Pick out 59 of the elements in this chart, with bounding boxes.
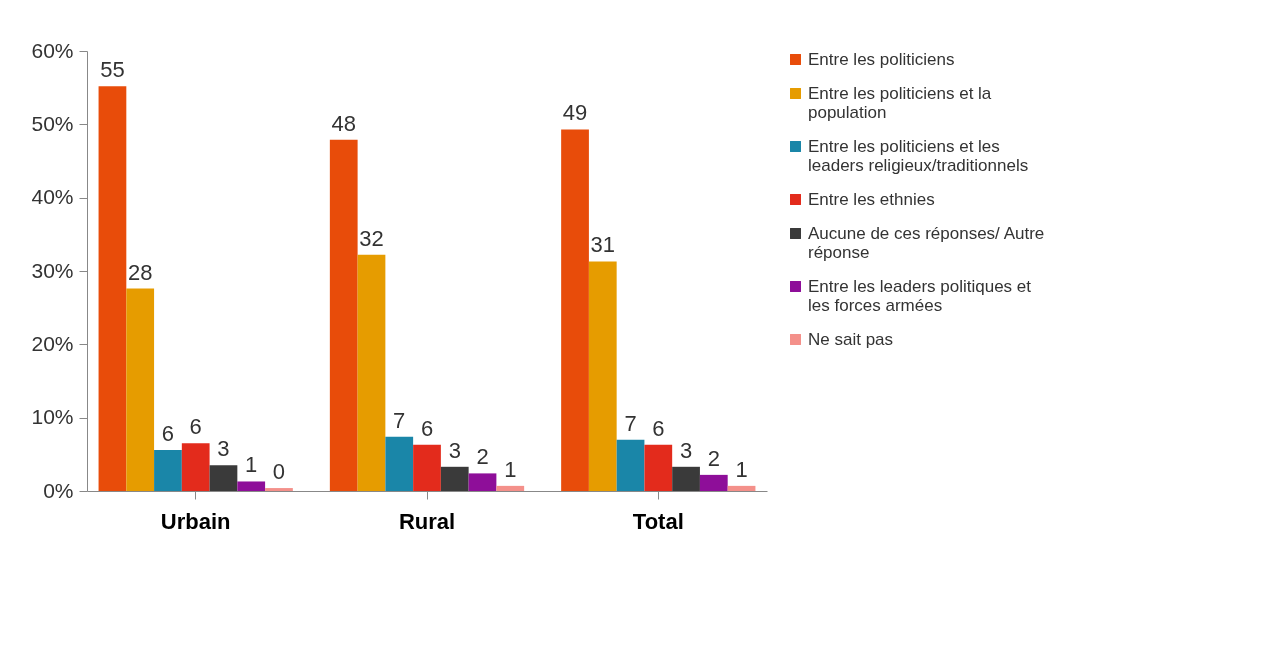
bar [385, 436, 414, 491]
y-tick-label: 20% [31, 331, 74, 355]
data-label: 49 [562, 100, 588, 126]
data-label: 2 [707, 445, 720, 471]
bar [699, 474, 728, 491]
legend-label: Entre les politiciens et la population [808, 83, 992, 122]
bar [98, 86, 127, 491]
bar [561, 129, 589, 491]
data-label: 28 [127, 259, 153, 285]
legend-label: Entre les leaders politiques et les forces armées [808, 276, 1032, 315]
data-label: 6 [161, 420, 175, 446]
data-label: 3 [217, 436, 230, 462]
bar [644, 444, 673, 491]
data-label: 48 [331, 110, 356, 136]
bar [727, 485, 756, 491]
x-tick-label: Rural [398, 508, 456, 534]
bar [588, 261, 617, 491]
bar [181, 443, 210, 491]
y-tick-label: 60% [31, 38, 74, 62]
data-label: 6 [189, 414, 202, 440]
data-label: 3 [448, 437, 461, 463]
legend-label: Aucune de ces réponses/ Autre réponse [808, 223, 1045, 262]
bar [413, 444, 441, 491]
data-label: 2 [476, 444, 489, 470]
bar [265, 488, 293, 491]
y-tick-label: 50% [31, 111, 74, 135]
bar [126, 288, 155, 491]
data-label: 32 [359, 225, 384, 251]
y-tick-label: 30% [31, 258, 74, 282]
data-label: 1 [735, 456, 748, 482]
bar [329, 139, 358, 491]
x-tick-label: Total [632, 508, 684, 534]
bar [496, 485, 525, 491]
data-label: 6 [420, 415, 434, 441]
bar [154, 449, 182, 491]
data-label: 6 [652, 415, 665, 441]
data-label: 1 [504, 456, 517, 482]
data-label: 55 [100, 57, 125, 83]
bar [616, 439, 645, 491]
bar [672, 466, 700, 491]
data-label: 7 [393, 407, 406, 433]
legend-label: Ne sait pas [808, 329, 894, 349]
y-tick-label: 40% [31, 185, 74, 209]
y-tick-label: 0% [43, 478, 74, 502]
bar [468, 473, 497, 491]
bar [357, 254, 386, 491]
bar [209, 465, 238, 491]
legend-label: Entre les ethnies [808, 189, 935, 209]
bar [440, 466, 469, 491]
data-label: 7 [624, 410, 637, 436]
data-label: 31 [590, 232, 616, 258]
bar [237, 481, 266, 491]
y-tick-label: 10% [31, 405, 74, 429]
x-tick-label: Urbain [160, 508, 231, 534]
data-label: 1 [245, 452, 258, 478]
data-label: 0 [272, 459, 286, 485]
legend-label: Entre les politiciens et les leaders religieux/traditionnels [808, 136, 1029, 175]
legend-label: Entre les politiciens [808, 49, 955, 69]
data-label: 3 [679, 437, 693, 463]
